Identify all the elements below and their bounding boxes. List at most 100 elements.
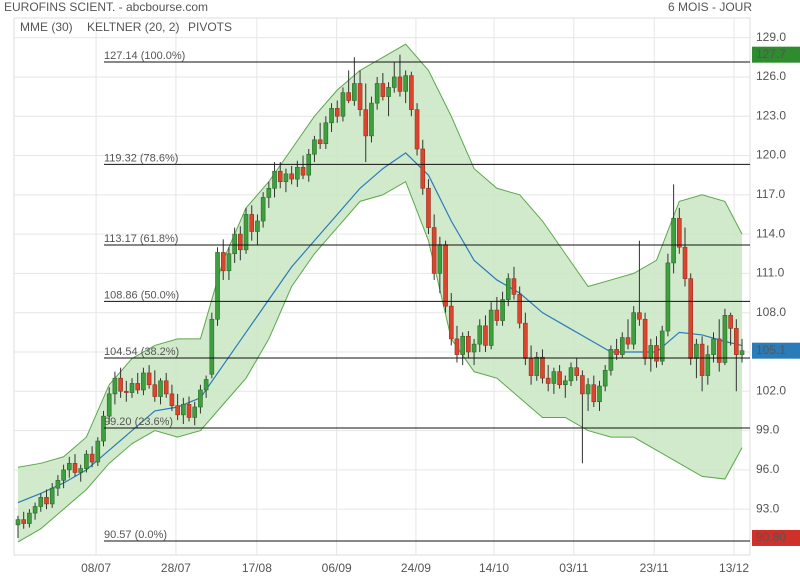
candle-body bbox=[329, 108, 334, 124]
candle-body bbox=[21, 519, 26, 524]
candle-body bbox=[591, 384, 597, 403]
pivot-label: 113.17 (61.8%) bbox=[104, 233, 178, 245]
candle-body bbox=[255, 220, 260, 232]
pivot-label: 108.86 (50.0%) bbox=[104, 289, 179, 301]
price-marker-label: 90.80 bbox=[756, 530, 786, 544]
candle-body bbox=[625, 337, 631, 345]
candle-body bbox=[705, 354, 711, 376]
candle-body bbox=[551, 371, 557, 384]
candle-body bbox=[619, 337, 625, 355]
candle-body bbox=[89, 453, 95, 463]
candle-body bbox=[659, 330, 665, 362]
period: 6 MOIS - JOUR bbox=[668, 0, 752, 14]
candle-body bbox=[580, 375, 585, 395]
candle-body bbox=[540, 356, 545, 379]
candle-body bbox=[72, 463, 78, 473]
candle-body bbox=[129, 383, 135, 393]
candle-body bbox=[677, 218, 682, 248]
candle-body bbox=[426, 187, 431, 228]
candle-body bbox=[78, 468, 84, 473]
candle-body bbox=[340, 92, 346, 117]
candle-body bbox=[169, 393, 175, 406]
candle-body bbox=[95, 440, 101, 463]
y-tick-label: 114.0 bbox=[756, 226, 785, 240]
y-tick-label: 123.0 bbox=[756, 108, 786, 122]
candle-body bbox=[699, 343, 705, 376]
candle-body bbox=[334, 108, 340, 117]
candle-body bbox=[49, 487, 55, 505]
price-marker bbox=[752, 342, 800, 359]
pivot-label: 127.14 (100.0%) bbox=[104, 50, 185, 62]
candle-body bbox=[369, 102, 374, 137]
candle-body bbox=[135, 383, 141, 391]
candle-body bbox=[631, 312, 636, 345]
candle-body bbox=[186, 404, 192, 418]
candle-body bbox=[409, 75, 414, 110]
candle-body bbox=[716, 338, 722, 363]
candle-body bbox=[420, 148, 426, 189]
candle-body bbox=[175, 405, 180, 416]
candle-body bbox=[728, 315, 733, 329]
candle-body bbox=[500, 299, 505, 321]
chart-title: EUROFINS SCIENT. - abcbourse.com bbox=[4, 0, 208, 14]
candle-body bbox=[443, 244, 448, 307]
candle-body bbox=[391, 76, 397, 88]
candle-body bbox=[597, 385, 602, 403]
candle-body bbox=[106, 393, 112, 417]
candle-body bbox=[84, 453, 89, 469]
candle-body bbox=[124, 390, 129, 393]
legend-pivots[interactable]: PIVOTS bbox=[188, 20, 232, 34]
candle-body bbox=[602, 370, 608, 387]
candle-body bbox=[152, 384, 158, 397]
candle-body bbox=[671, 218, 676, 264]
x-tick-label: 17/08 bbox=[242, 561, 272, 575]
candle-body bbox=[238, 233, 243, 251]
candle-body bbox=[118, 377, 123, 392]
candle-body bbox=[574, 367, 579, 376]
candle-body bbox=[232, 233, 237, 255]
x-tick-label: 03/11 bbox=[559, 561, 588, 575]
candle-body bbox=[101, 415, 106, 442]
candle-body bbox=[454, 338, 460, 355]
y-tick-label: 108.0 bbox=[756, 305, 786, 319]
candle-body bbox=[614, 349, 619, 355]
candle-body bbox=[158, 380, 163, 397]
candle-body bbox=[466, 335, 471, 353]
legend-mme[interactable]: MME (30) bbox=[20, 20, 73, 34]
candle-body bbox=[198, 389, 203, 408]
candle-body bbox=[665, 262, 671, 332]
candle-body bbox=[312, 139, 317, 155]
candle-body bbox=[226, 253, 232, 272]
candle-body bbox=[289, 173, 294, 180]
candle-body bbox=[431, 227, 437, 274]
candle-body bbox=[711, 338, 716, 355]
candle-body bbox=[323, 122, 329, 145]
price-marker-label: 127.7 bbox=[756, 47, 786, 61]
candle-body bbox=[15, 519, 21, 526]
candle-body bbox=[260, 197, 266, 222]
candle-body bbox=[488, 309, 494, 346]
candle-body bbox=[272, 170, 277, 189]
y-tick-label: 120.0 bbox=[756, 148, 786, 162]
candle-body bbox=[317, 139, 323, 145]
candle-body bbox=[477, 325, 483, 345]
candle-body bbox=[220, 252, 226, 272]
pivot-label: 99.20 (23.6%) bbox=[104, 416, 173, 428]
candle-body bbox=[562, 380, 568, 386]
candle-body bbox=[397, 76, 403, 92]
candle-body bbox=[243, 214, 249, 251]
price-marker bbox=[752, 529, 800, 546]
candle-body bbox=[266, 187, 272, 198]
pivot-label: 119.32 (78.6%) bbox=[104, 152, 178, 164]
candle-body bbox=[437, 244, 443, 274]
candle-body bbox=[648, 345, 654, 359]
price-marker bbox=[752, 46, 800, 63]
candle-body bbox=[534, 356, 540, 376]
keltner-lower bbox=[17, 180, 743, 543]
candle-body bbox=[557, 371, 562, 386]
candle-body bbox=[112, 377, 118, 395]
legend-keltner[interactable]: KELTNER (20, 2) bbox=[87, 20, 179, 34]
candle-body bbox=[739, 350, 745, 355]
x-tick-label: 08/07 bbox=[81, 561, 111, 575]
candle-body bbox=[295, 167, 300, 180]
